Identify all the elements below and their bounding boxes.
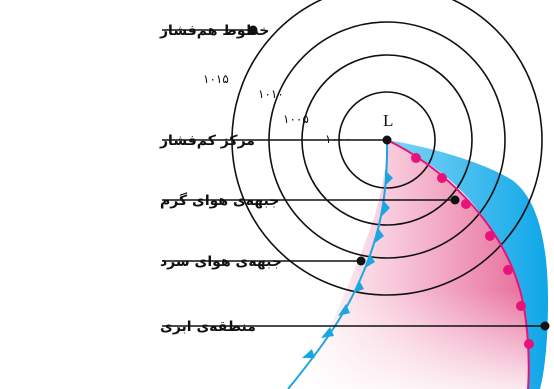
cold-front-triangle xyxy=(302,349,315,358)
label-warm-front: جبهه‌ی هوای گرم xyxy=(160,192,279,209)
isobar-label-1010: ۱۰۱۰ xyxy=(258,87,284,101)
label-cloud-zone: منطقه‌ی ابری xyxy=(160,319,256,335)
warm-front-bump xyxy=(503,265,513,275)
warm-front-bump xyxy=(437,173,447,183)
callout-lines xyxy=(162,29,545,327)
label-isobars: خطوط هم‌فشار xyxy=(159,23,269,39)
label-cold-front: جبهه‌ی هوای سرد xyxy=(160,254,282,270)
warm-front-semicircles xyxy=(411,153,534,349)
warm-front-bump xyxy=(485,231,495,241)
cold-front-triangle xyxy=(382,200,390,216)
isobar-label-1005: ۱۰۰۵ xyxy=(283,112,309,126)
callout-dot-cloud-zone xyxy=(540,321,550,331)
cold-front-triangle xyxy=(385,170,393,186)
cold-front-line xyxy=(287,139,389,389)
warm-front-bump xyxy=(461,199,471,209)
warm-front-line xyxy=(386,139,530,389)
warm-front-bump xyxy=(411,153,421,163)
cold-front-triangle xyxy=(321,327,334,338)
cloud-zone xyxy=(387,140,548,389)
cold-front-triangles xyxy=(302,170,393,358)
label-low-pressure-center: مرکز کم‌فشار xyxy=(159,133,255,149)
low-pressure-symbol: L xyxy=(383,111,393,130)
callout-dot-cold-front xyxy=(356,256,366,266)
isobar-label-1015: ۱۰۱۵ xyxy=(203,72,229,86)
isobar-label-1000: ۱۰۰۰ xyxy=(325,132,351,146)
cold-front-triangle xyxy=(375,228,384,243)
cold-front-triangle xyxy=(365,254,375,268)
cold-front-triangle xyxy=(353,280,364,293)
callout-dot-low-center xyxy=(382,135,392,145)
warm-front-bump xyxy=(516,301,526,311)
callout-dot-warm-front xyxy=(450,195,460,205)
callout-dots xyxy=(248,25,550,331)
cold-front-triangle xyxy=(338,304,350,316)
callout-dot-isobars xyxy=(248,25,258,35)
warm-front-bump xyxy=(524,339,534,349)
